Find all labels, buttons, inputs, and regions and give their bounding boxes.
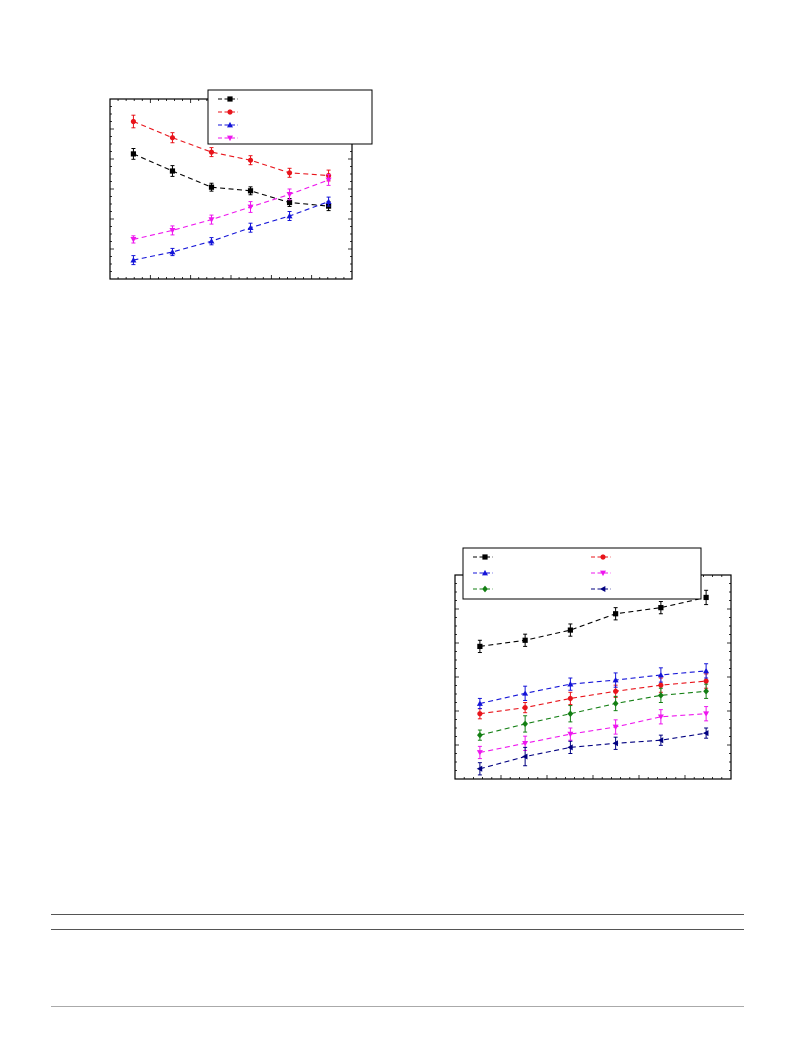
series-2-point (522, 705, 528, 711)
series-6-line (479, 732, 707, 770)
series-4-point (247, 204, 254, 211)
series-1-point (247, 188, 254, 194)
series-4-point (476, 750, 483, 756)
series-2-point (286, 170, 293, 176)
series-6-point (702, 730, 709, 737)
legend-entry-3-marker (227, 121, 233, 128)
legend-entry-6-marker (599, 586, 606, 592)
legend-entry-3-marker (482, 569, 488, 576)
legend-entry-2-marker (227, 109, 233, 115)
series-1-point (522, 637, 528, 643)
series-6-point (612, 740, 618, 747)
series-1-point (286, 199, 293, 206)
series-3-point (657, 671, 664, 678)
series-1 (477, 589, 709, 654)
series-2-point (477, 711, 483, 717)
series-6-point (522, 753, 528, 760)
series-2-point (208, 149, 215, 155)
series-1-point (208, 184, 215, 190)
series-4-point (130, 237, 137, 243)
series-4-point (286, 192, 293, 198)
legend (207, 89, 373, 145)
series-3-line (479, 670, 707, 705)
series-3-line (133, 201, 329, 261)
series-4 (476, 706, 710, 760)
series-5-point (522, 720, 528, 728)
series-4-point (567, 731, 574, 738)
series-4 (130, 174, 332, 244)
series-2-point (130, 118, 137, 125)
legend-entry-1-marker (227, 96, 233, 102)
series-1-point (613, 611, 619, 617)
series-4-point (703, 711, 710, 717)
series-2-point (567, 695, 573, 702)
series-5-line (479, 690, 707, 736)
series-5-point (658, 691, 664, 699)
series-1-line (479, 596, 707, 647)
series-3-point (703, 667, 710, 674)
series-1-point (567, 627, 573, 633)
series-5 (477, 683, 709, 741)
page-rule-middle (51, 929, 744, 930)
series-3-point (208, 238, 215, 244)
series-5-point (477, 731, 483, 739)
series-4-point (208, 217, 215, 223)
legend-box (462, 547, 702, 600)
page-rule-top (51, 914, 744, 915)
legend (462, 547, 702, 600)
series-3-point (169, 248, 176, 255)
series-2 (130, 114, 332, 182)
chart-top-left (109, 89, 373, 280)
series-3-point (612, 676, 619, 683)
series-1-point (658, 605, 664, 611)
legend-entry-4-marker (600, 570, 606, 577)
legend-entry-2-marker (600, 554, 606, 560)
series-4-point (612, 724, 619, 731)
series-6-point (567, 744, 573, 751)
series-4-point (522, 740, 529, 747)
chart-bottom-right (454, 547, 732, 780)
series-2-line (133, 120, 329, 177)
series-4-point (657, 714, 664, 720)
series-3-point (247, 224, 254, 231)
page-rule-bottom (51, 1006, 744, 1007)
series-3-point (522, 690, 529, 696)
series-5-point (567, 710, 574, 718)
series-3-point (476, 700, 483, 706)
series-1-point (169, 168, 176, 174)
series-4-line (479, 713, 707, 754)
series-3-point (130, 256, 137, 263)
series-1 (130, 148, 332, 212)
series-2-point (613, 688, 619, 694)
series-2-point (247, 157, 254, 163)
series-3 (130, 196, 332, 266)
series-1-line (133, 153, 329, 207)
series-4-point (169, 228, 176, 234)
legend-entry-4-marker (227, 135, 233, 142)
series-2-line (479, 680, 707, 715)
series-3 (476, 663, 710, 710)
series-6 (476, 727, 709, 776)
series-2-point (658, 682, 664, 688)
legend-entry-5-marker (482, 585, 488, 593)
axis-ticks (454, 574, 732, 780)
series-2-point (703, 678, 709, 684)
series-2-point (169, 135, 176, 141)
series-5-point (703, 687, 709, 695)
series-4-point (325, 177, 332, 184)
legend-box (207, 89, 373, 145)
legend-entry-1-marker (482, 554, 488, 560)
series-1-point (477, 643, 483, 649)
series-3-point (567, 681, 574, 687)
series-6-point (657, 737, 664, 744)
series-6-point (476, 765, 483, 772)
series-3-point (325, 198, 332, 204)
plot-frame (454, 574, 732, 780)
series-3-point (286, 212, 293, 219)
series-1-point (703, 594, 709, 601)
series-2 (477, 673, 709, 720)
series-1-point (130, 151, 137, 157)
series-5-point (612, 700, 619, 707)
